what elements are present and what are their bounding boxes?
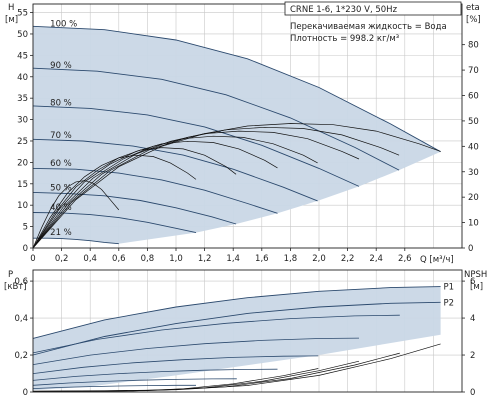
power-range-area — [33, 286, 441, 391]
eta-axis-unit: [%] — [466, 15, 481, 25]
head-y-tick-label: 5 — [23, 223, 28, 233]
power-chart-panel: P1 P2 0 0,2 0,4 0,6 0 2 4 6 — [14, 269, 475, 398]
power-y-tick-label: 0 — [23, 388, 28, 398]
flow-tick-label: 0,6 — [112, 254, 126, 264]
head-curve — [32, 67, 400, 171]
head-axis-title: H — [8, 3, 14, 13]
operating-range-area — [33, 26, 441, 244]
flow-tick-label: 1,2 — [198, 254, 212, 264]
fluid-label: Перекачиваемая жидкость = Вода — [290, 22, 447, 32]
npsh-tick-label: 0 — [470, 388, 475, 398]
flow-tick-label: 0,4 — [83, 254, 97, 264]
pump-info-box: CRNE 1-6, 1*230 V, 50Hz Перекачиваемая ж… — [284, 1, 462, 44]
head-y-tick-label: 10 — [17, 201, 28, 211]
head-y-tick-label: 45 — [17, 51, 28, 61]
flow-tick-label: 0,2 — [55, 254, 69, 264]
flow-tick-label: 2,2 — [341, 254, 355, 264]
power-curve-label: P1 — [444, 283, 455, 293]
npsh-tick-label: 6 — [470, 277, 475, 287]
efficiency-curve — [32, 126, 400, 249]
power-curve-reduced — [32, 314, 400, 354]
npsh-tick-label: 2 — [470, 351, 475, 361]
power-curve-reduced — [32, 368, 278, 381]
efficiency-curve — [32, 135, 318, 249]
eta-tick-label: 70 — [468, 66, 479, 76]
eta-tick-label: 20 — [468, 193, 479, 203]
power-axis-unit: [кВт] — [4, 282, 27, 292]
head-plot-frame — [32, 3, 463, 249]
speed-label: 70 % — [50, 131, 72, 141]
efficiency-curve — [32, 140, 278, 249]
head-axis-unit: [м] — [5, 15, 18, 25]
eta-tick-label: 60 — [468, 92, 479, 102]
flow-tick-label: 1,8 — [284, 254, 298, 264]
head-y-tick-label: 25 — [17, 137, 28, 147]
power-y-tick-label: 0,6 — [14, 277, 28, 287]
eta-tick-label: 10 — [468, 219, 479, 229]
head-y-tick-label: 50 — [17, 30, 28, 40]
speed-label: 21 % — [50, 228, 72, 238]
eta-axis-title: eta — [466, 3, 480, 13]
head-y-tick-label: 15 — [17, 180, 28, 190]
head-curve — [32, 167, 278, 214]
head-curve — [32, 138, 318, 202]
power-curve-reduced — [32, 355, 319, 374]
head-curve — [33, 237, 119, 245]
pump-model-label: CRNE 1-6, 1*230 V, 50Hz — [290, 5, 398, 15]
head-y-tick-label: 35 — [17, 94, 28, 104]
speed-label: 60 % — [50, 159, 72, 169]
flow-tick-label: 2,4 — [369, 254, 383, 264]
efficiency-curve — [32, 154, 197, 249]
eta-tick-label: 80 — [468, 41, 479, 51]
eta-tick-label: 0 — [468, 244, 473, 254]
eta-tick-label: 40 — [468, 142, 479, 152]
flow-tick-label: 1,4 — [226, 254, 240, 264]
npsh-axis-title: NPSH — [464, 270, 487, 280]
efficiency-curve — [32, 180, 120, 249]
flow-tick-label: 1,6 — [255, 254, 269, 264]
power-y-tick-label: 0,4 — [14, 314, 28, 324]
speed-label: 80 % — [50, 98, 72, 108]
power-curve-label: P2 — [444, 298, 455, 308]
eta-tick-label: 30 — [468, 168, 479, 178]
efficiency-curve — [32, 123, 441, 249]
head-y-tick-label: 0 — [23, 244, 28, 254]
flow-tick-label: 0,8 — [141, 254, 155, 264]
speed-label: 90 % — [50, 61, 72, 71]
head-y-tick-label: 30 — [17, 116, 28, 126]
power-y-tick-label: 0,2 — [14, 351, 28, 361]
head-y-tick-label: 20 — [17, 158, 28, 168]
head-y-tick-label: 55 — [17, 9, 28, 19]
npsh-tick-label: 4 — [470, 314, 475, 324]
flow-tick-label: 1,0 — [169, 254, 183, 264]
npsh-curve — [32, 368, 319, 392]
flow-axis-title: Q [м³/ч] — [420, 255, 454, 265]
speed-label: 50 % — [50, 184, 72, 194]
flow-tick-label: 2,0 — [312, 254, 326, 264]
flow-tick-label: 2,6 — [398, 254, 412, 264]
head-curve — [32, 191, 237, 225]
npsh-axis-unit: [м] — [470, 282, 483, 292]
power-axis-title: P — [8, 270, 13, 280]
head-chart-panel: 100 %90 %80 %70 %60 %50 %40 %21 %0510152… — [17, 3, 479, 264]
speed-label: 100 % — [50, 20, 77, 30]
power-plot-frame — [32, 269, 463, 393]
power-curve-reduced — [32, 384, 196, 389]
head-y-tick-label: 40 — [17, 73, 28, 83]
power-curve — [32, 301, 441, 356]
flow-tick-label: 0 — [30, 254, 35, 264]
power-curve — [32, 286, 441, 339]
eta-tick-label: 50 — [468, 117, 479, 127]
power-curve-reduced — [32, 337, 360, 365]
efficiency-curve — [32, 130, 360, 249]
density-label: Плотность = 998.2 кг/м³ — [290, 34, 399, 44]
head-curve — [32, 25, 441, 153]
head-curve — [32, 212, 197, 234]
power-curve-reduced — [32, 378, 237, 386]
efficiency-curve — [32, 147, 237, 249]
head-curve — [32, 105, 360, 187]
